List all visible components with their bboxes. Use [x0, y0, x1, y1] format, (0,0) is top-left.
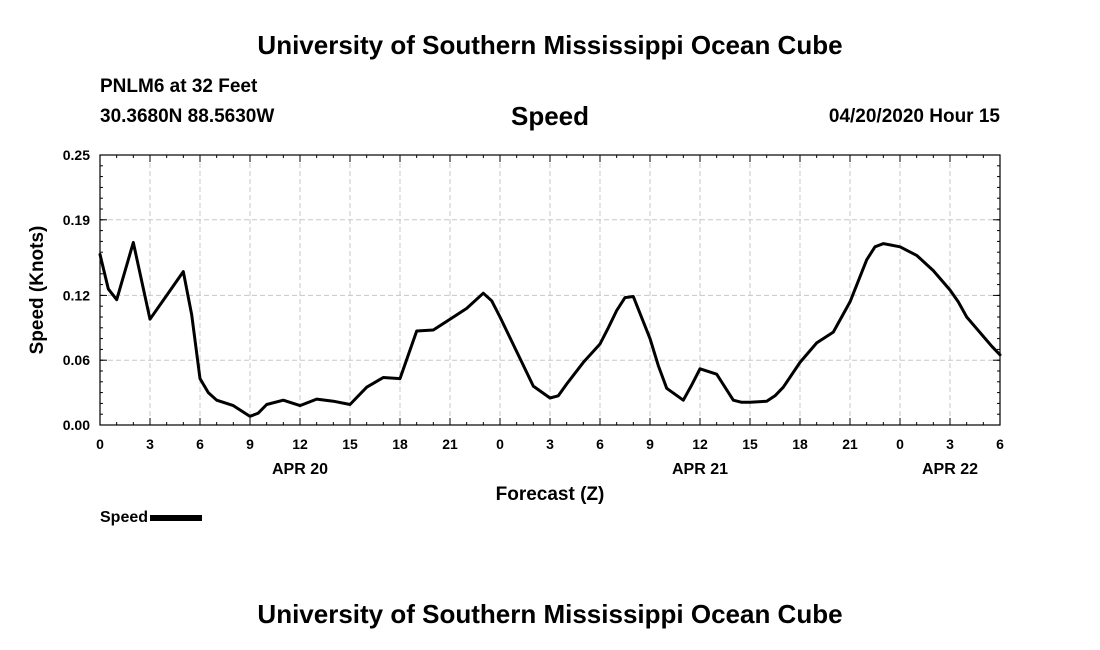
x-tick-label: 15: [742, 436, 758, 452]
x-tick-label: 18: [792, 436, 808, 452]
date-label: APR 20: [272, 461, 328, 478]
x-tick-label: 9: [646, 436, 654, 452]
forecast-issued-time: 04/20/2020 Hour 15: [828, 106, 1000, 127]
x-tick-label: 6: [596, 436, 604, 452]
x-tick-label: 15: [342, 436, 358, 452]
x-tick-label: 3: [946, 436, 954, 452]
x-tick-label: 21: [442, 436, 458, 452]
y-tick-label: 0.06: [63, 352, 90, 368]
x-tick-label: 6: [996, 436, 1004, 452]
y-tick-label: 0.19: [63, 212, 90, 228]
x-tick-label: 0: [496, 436, 504, 452]
chart-title-top: University of Southern Mississippi Ocean…: [257, 30, 843, 60]
x-tick-label: 9: [246, 436, 254, 452]
x-tick-label: 21: [842, 436, 858, 452]
date-label: APR 21: [672, 461, 728, 478]
y-tick-label: 0.00: [63, 417, 90, 433]
date-label: APR 22: [922, 461, 978, 478]
x-tick-label: 6: [196, 436, 204, 452]
chart-title-bottom: University of Southern Mississippi Ocean…: [257, 599, 843, 629]
station-label: PNLM6 at 32 Feet: [100, 76, 258, 97]
x-tick-label: 18: [392, 436, 408, 452]
y-axis-title: Speed (Knots): [27, 226, 48, 355]
x-axis-title: Forecast (Z): [496, 484, 605, 505]
x-tick-label: 3: [146, 436, 154, 452]
x-tick-label: 12: [292, 436, 308, 452]
legend: Speed: [100, 509, 203, 527]
y-tick-label: 0.25: [63, 147, 90, 163]
x-tick-label: 0: [96, 436, 104, 452]
series-line-speed: [98, 241, 1002, 418]
station-coordinates: 30.3680N 88.5630W: [100, 106, 275, 127]
legend-label: Speed: [100, 509, 149, 526]
x-tick-label: 3: [546, 436, 554, 452]
x-tick-label: 0: [896, 436, 904, 452]
legend-line-swatch: [150, 515, 203, 521]
variable-title: Speed: [510, 101, 590, 131]
x-tick-label: 12: [692, 436, 708, 452]
plot-frame: [99, 154, 1001, 426]
y-tick-label: 0.12: [63, 287, 90, 303]
